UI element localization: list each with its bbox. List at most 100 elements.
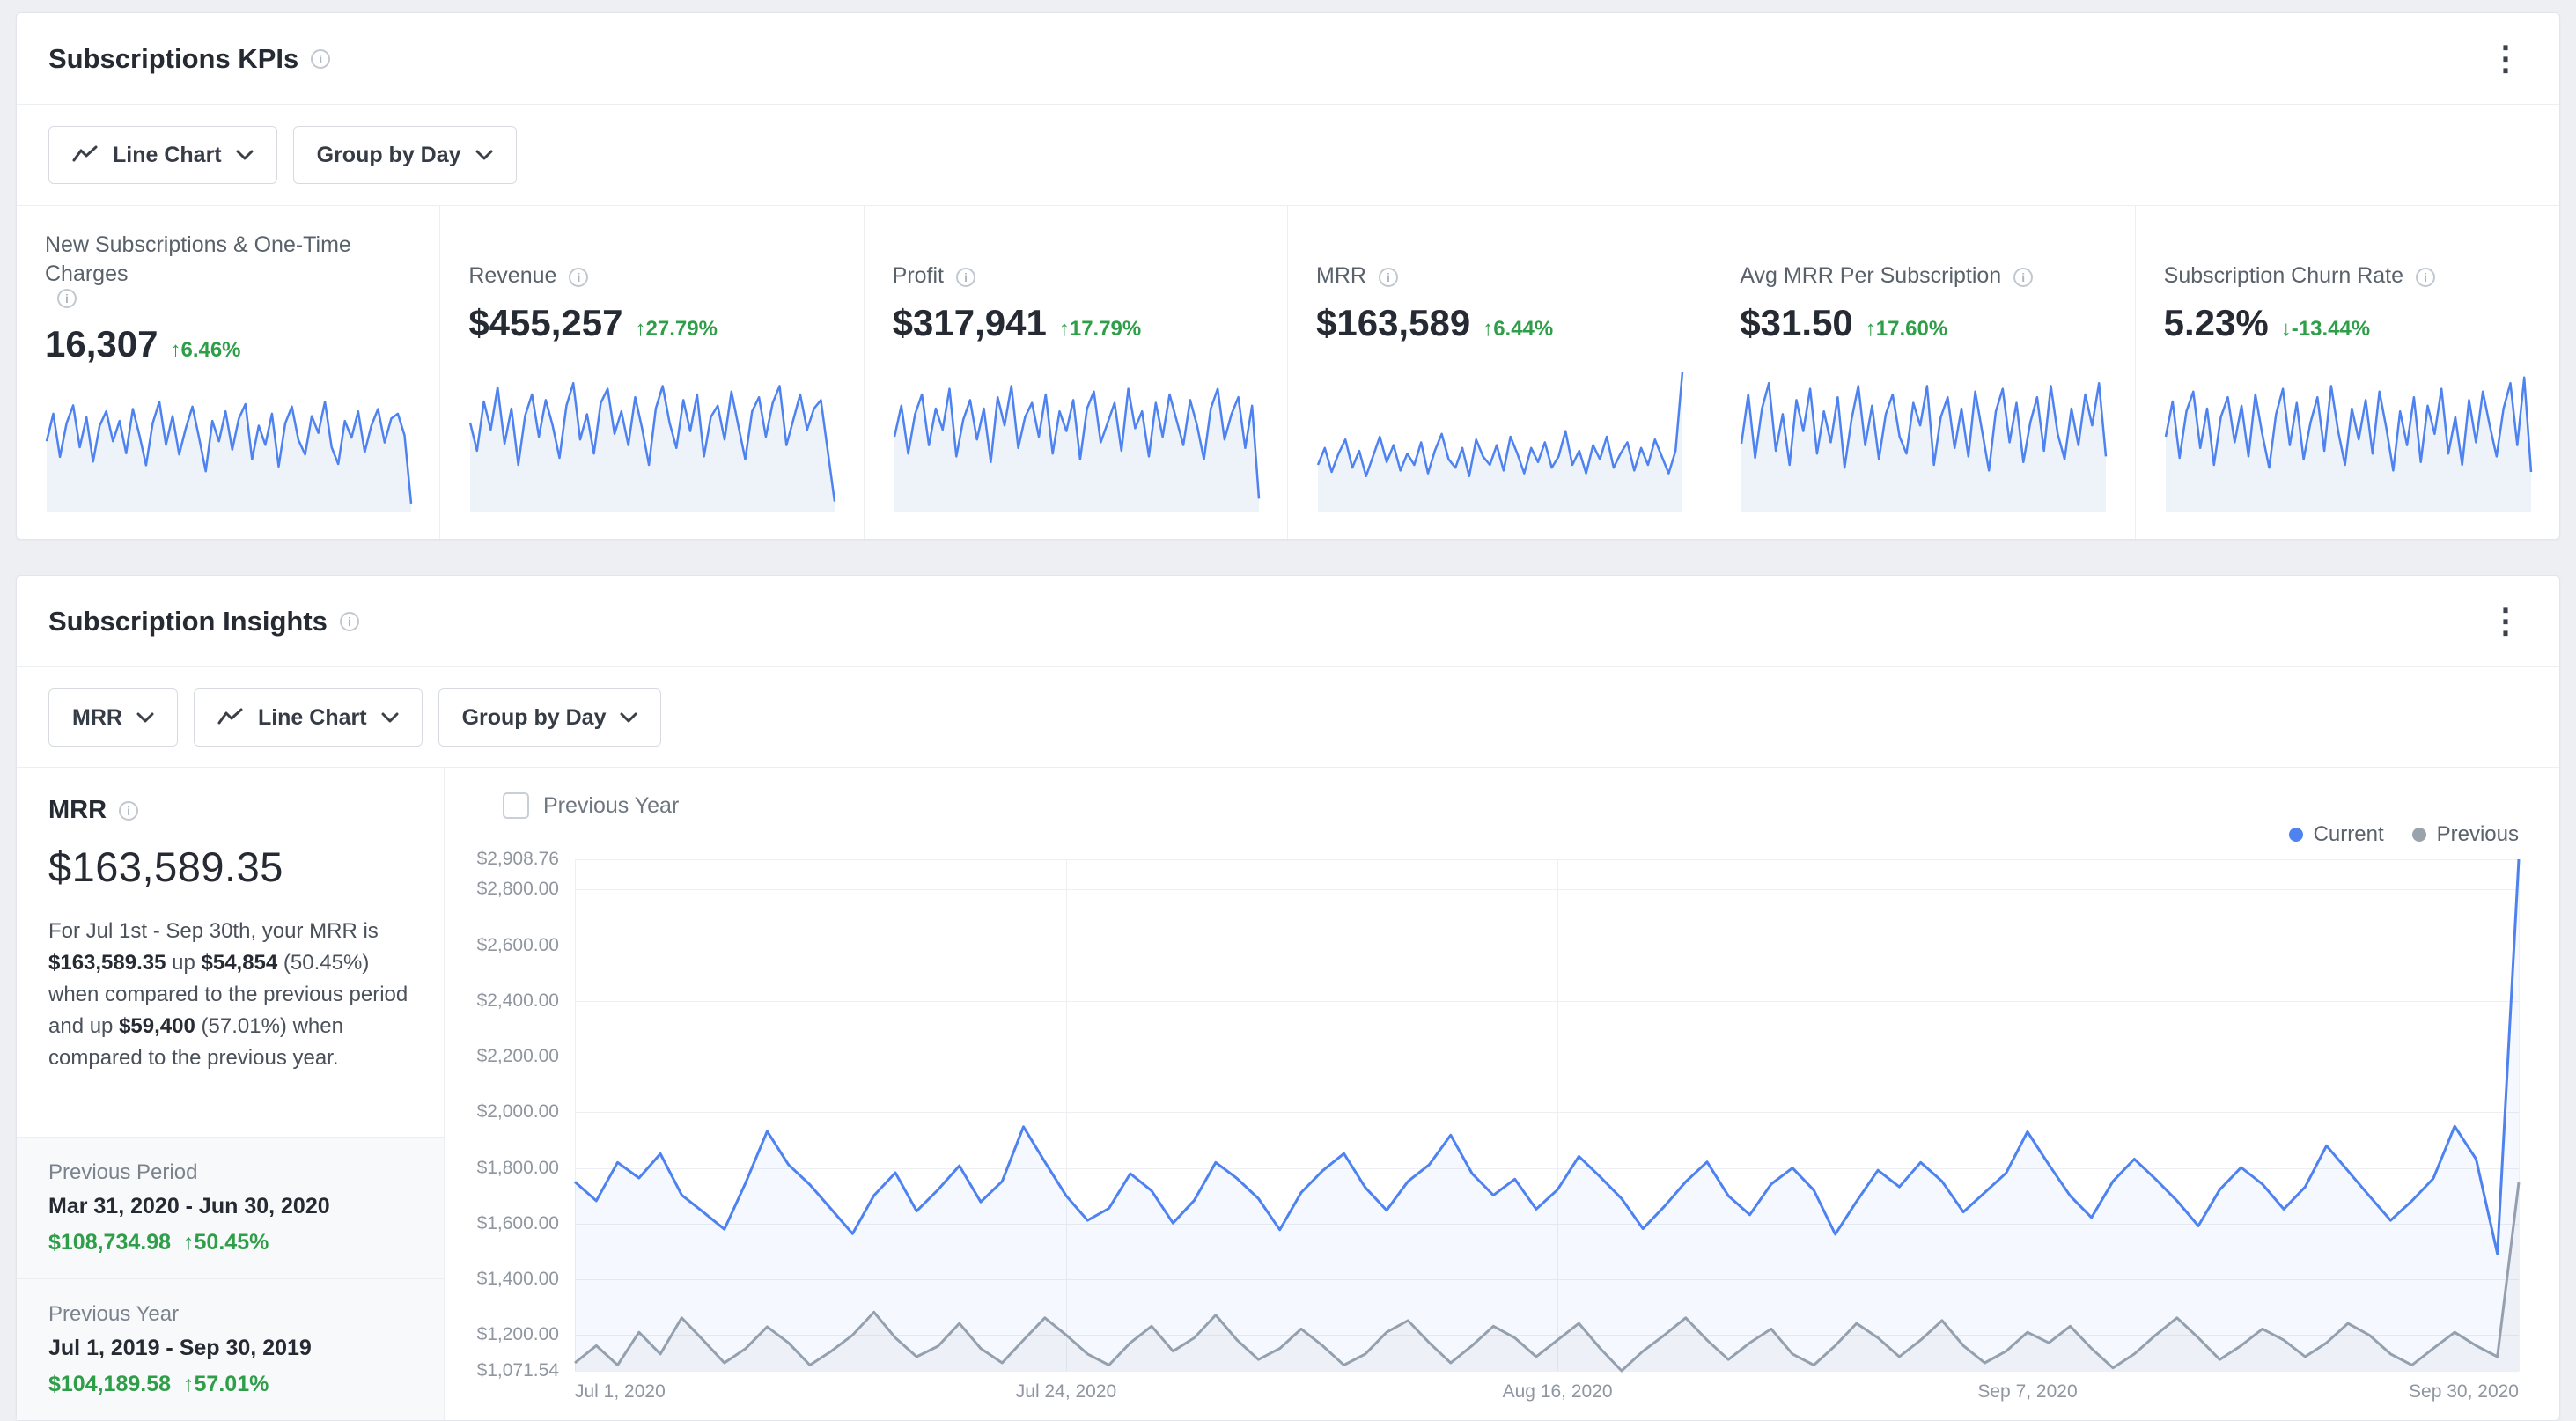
kpi-card-revenue[interactable]: Revenue i $455,257 ↑27.79% — [440, 206, 865, 539]
info-icon[interactable]: i — [311, 48, 331, 69]
legend-item-current[interactable]: Current — [2288, 822, 2384, 847]
legend-item-previous[interactable]: Previous — [2411, 822, 2519, 847]
kpi-card-new-subscriptions[interactable]: New Subscriptions & One-Time Charges i 1… — [17, 206, 441, 539]
info-icon[interactable]: i — [1378, 268, 1398, 287]
metric-select[interactable]: MRR — [48, 688, 178, 747]
previous-year-toggle[interactable]: Previous Year — [503, 792, 679, 819]
chart-legend: Current Previous — [2288, 822, 2519, 847]
kpi-card-label-row: Revenue i — [468, 231, 838, 291]
mrr-summary-label: MRR — [48, 796, 107, 824]
kpi-sparkline — [893, 363, 1261, 513]
kpi-card-label: Subscription Churn Rate — [2163, 263, 2404, 288]
chevron-down-icon — [136, 712, 154, 723]
mrr-chart[interactable]: $2,908.76 $2,800.00 $2,600.00 $2,400.00 $2,2… — [476, 849, 2521, 1402]
kpi-sparkline — [1740, 363, 2108, 513]
previous-period-range: Mar 31, 2020 - Jun 30, 2020 — [48, 1194, 330, 1219]
info-icon[interactable]: i — [57, 289, 77, 308]
previous-period-value-row: $108,734.98 ↑50.45% — [48, 1230, 412, 1255]
kpi-value: $31.50 — [1740, 302, 1853, 343]
kpi-card-label-row: Avg MRR Per Subscription i — [1740, 231, 2109, 291]
mrr-summary-column: MRR i $163,589.35 For Jul 1st - Sep 30th… — [17, 768, 445, 1420]
previous-year-checkbox[interactable] — [503, 792, 529, 819]
previous-year-checkbox-label: Previous Year — [543, 792, 680, 818]
kpis-panel-header: Subscriptions KPIs i ⋮ — [17, 13, 2559, 105]
kpi-card-label: Avg MRR Per Subscription — [1740, 263, 2002, 288]
kpis-toolbar: Line Chart Group by Day — [17, 105, 2559, 205]
kpi-value: $163,589 — [1316, 302, 1471, 343]
kpi-sparkline — [45, 384, 413, 513]
chevron-down-icon — [236, 150, 254, 160]
group-by-label: Group by Day — [461, 704, 607, 730]
insights-toolbar: MRR Line Chart Group by Day — [17, 667, 2559, 768]
group-by-select[interactable]: Group by Day — [292, 126, 517, 184]
previous-period-label: Previous Period — [48, 1160, 198, 1184]
kpi-card-profit[interactable]: Profit i $317,941 ↑17.79% — [865, 206, 1288, 539]
panel-subscription-insights: Subscription Insights i ⋮ MRR Line Chart… — [16, 575, 2560, 1421]
kpi-delta: ↑17.60% — [1865, 317, 1948, 341]
kpi-card-label: MRR — [1316, 263, 1366, 288]
kebab-menu-icon[interactable]: ⋮ — [2489, 40, 2522, 77]
previous-year-value-row: $104,189.58 ↑57.01% — [48, 1372, 412, 1397]
chart-type-select[interactable]: Line Chart — [193, 688, 423, 747]
insights-body: MRR i $163,589.35 For Jul 1st - Sep 30th… — [17, 767, 2559, 1420]
kpi-card-label: Profit — [892, 263, 945, 288]
previous-year-block: Previous Year Jul 1, 2019 - Sep 30, 2019… — [17, 1278, 444, 1420]
kpi-sparkline — [1316, 363, 1684, 513]
kpi-card-mrr[interactable]: MRR i $163,589 ↑6.44% — [1288, 206, 1712, 539]
kpi-card-label-row: Subscription Churn Rate i — [2164, 231, 2535, 291]
previous-period-delta: ↑50.45% — [183, 1230, 269, 1255]
kpi-card-churn-rate[interactable]: Subscription Churn Rate i 5.23% ↓-13.44% — [2136, 206, 2559, 539]
info-icon[interactable]: i — [2416, 268, 2436, 287]
mrr-summary-label-row: MRR i — [48, 796, 412, 825]
group-by-select[interactable]: Group by Day — [438, 688, 662, 747]
chevron-down-icon — [475, 150, 493, 160]
mrr-summary: MRR i $163,589.35 For Jul 1st - Sep 30th… — [17, 768, 444, 1137]
kpi-value: 5.23% — [2163, 302, 2269, 343]
info-icon[interactable]: i — [119, 800, 139, 821]
mrr-chart-column: Previous Year Current Previous $2,908.76 — [445, 768, 2559, 1420]
kpi-value: 16,307 — [45, 323, 158, 364]
insights-panel-title: Subscription Insights — [48, 605, 328, 637]
previous-period-value: $108,734.98 — [48, 1230, 172, 1255]
legend-dot-current — [2288, 828, 2303, 842]
insights-panel-header: Subscription Insights i ⋮ — [17, 576, 2559, 667]
kpi-value: $455,257 — [468, 302, 623, 343]
mrr-summary-value: $163,589.35 — [48, 843, 283, 890]
mrr-description: For Jul 1st - Sep 30th, your MRR is $163… — [48, 919, 408, 1070]
chevron-down-icon — [620, 712, 637, 723]
legend-label-previous: Previous — [2436, 822, 2519, 846]
previous-year-value: $104,189.58 — [48, 1372, 172, 1396]
chart-type-select[interactable]: Line Chart — [48, 126, 277, 184]
kpi-delta: ↑6.46% — [170, 338, 241, 362]
info-icon[interactable]: i — [569, 268, 589, 287]
info-icon[interactable]: i — [339, 611, 359, 631]
panel-subscriptions-kpis: Subscriptions KPIs i ⋮ Line Chart Group … — [16, 12, 2560, 540]
previous-year-label: Previous Year — [48, 1302, 180, 1326]
kpi-card-label-row: MRR i — [1316, 231, 1686, 291]
kpi-value-row: $455,257 ↑27.79% — [468, 302, 838, 343]
info-icon[interactable]: i — [956, 268, 976, 287]
group-by-label: Group by Day — [316, 142, 461, 167]
kpi-card-label: Revenue — [468, 263, 557, 288]
kpi-sparkline — [468, 363, 836, 513]
kpi-value-row: $31.50 ↑17.60% — [1740, 302, 2109, 343]
previous-year-delta: ↑57.01% — [183, 1372, 269, 1396]
kpi-cards-grid: New Subscriptions & One-Time Charges i 1… — [17, 205, 2559, 539]
kpi-delta: ↓-13.44% — [2280, 317, 2371, 341]
kpi-value-row: 16,307 ↑6.46% — [45, 323, 415, 364]
kpis-panel-title: Subscriptions KPIs — [48, 42, 299, 74]
kpi-card-label-row: New Subscriptions & One-Time Charges i — [45, 231, 415, 312]
kpi-delta: ↑27.79% — [635, 317, 718, 341]
info-icon[interactable]: i — [2013, 268, 2034, 287]
chart-type-label: Line Chart — [257, 704, 367, 730]
chart-controls: Previous Year Current Previous — [471, 792, 2519, 847]
kebab-menu-icon[interactable]: ⋮ — [2489, 602, 2522, 640]
kpi-card-avg-mrr[interactable]: Avg MRR Per Subscription i $31.50 ↑17.60… — [1711, 206, 2136, 539]
line-chart-icon — [217, 708, 243, 725]
kpi-card-label-row: Profit i — [893, 231, 1262, 291]
line-chart-icon — [72, 145, 98, 162]
chevron-down-icon — [381, 712, 399, 723]
metric-label: MRR — [72, 704, 122, 730]
kpi-delta: ↑17.79% — [1058, 317, 1142, 341]
